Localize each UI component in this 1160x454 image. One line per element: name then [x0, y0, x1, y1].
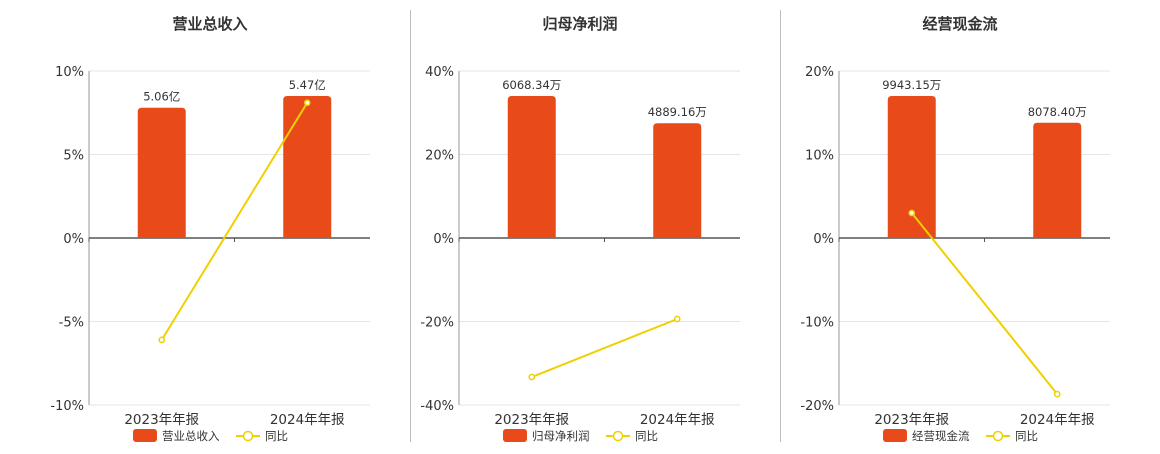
legend-line-marker [242, 430, 254, 442]
chart-cashflow: 经营现金流 20% 10% 0% -10% -20% 9943.15万 8078.40万 202… [800, 15, 1131, 443]
yoy-point [303, 99, 311, 107]
yoy-line [910, 212, 1059, 395]
y-tick-label: 20% [425, 149, 454, 164]
yoy-line [531, 318, 678, 378]
yoy-point [673, 315, 681, 323]
panel-divider [780, 10, 781, 442]
y-tick-label: -5% [59, 316, 84, 331]
yoy-point [908, 209, 916, 217]
legend-bar-label: 营业总收入 [162, 429, 220, 443]
bar-data-label: 6068.34万 [502, 78, 561, 92]
y-tick-label: -20% [800, 399, 834, 414]
y-tick-label: 0% [63, 232, 84, 247]
y-tick-label: -10% [800, 316, 834, 331]
yoy-point [528, 373, 536, 381]
y-tick-label: 5% [63, 149, 84, 164]
legend-bar-swatch [883, 429, 907, 442]
y-tick-label: 40% [425, 65, 454, 80]
bar-data-label: 4889.16万 [648, 105, 707, 119]
legend-line-label: 同比 [1015, 429, 1038, 443]
x-tick-label: 2024年年报 [270, 412, 345, 428]
legend-line-marker [612, 430, 624, 442]
bar [507, 96, 556, 238]
legend-line-marker [992, 430, 1004, 442]
bar [887, 96, 936, 238]
y-tick-label: -20% [420, 316, 454, 331]
y-tick-label: 20% [805, 65, 834, 80]
chart-panel-net-profit: 归母净利润 40% 20% 0% -20% -40% 6068.34万 4889.16万 202… [370, 0, 751, 450]
legend-bar-label: 归母净利润 [532, 429, 590, 443]
yoy-line [160, 102, 309, 341]
bar-data-label: 9943.15万 [882, 78, 941, 92]
bar [283, 96, 332, 238]
legend-line-label: 同比 [635, 429, 658, 443]
y-tick-label: 0% [813, 232, 834, 247]
y-tick-label: -10% [50, 399, 84, 414]
bar [137, 107, 186, 239]
chart-net-profit: 归母净利润 40% 20% 0% -20% -40% 6068.34万 4889.16万 202… [420, 15, 751, 443]
chart-title: 经营现金流 [922, 15, 997, 33]
legend-bar-label: 经营现金流 [912, 429, 970, 443]
yoy-point [1053, 390, 1061, 398]
x-tick-label: 2023年年报 [124, 412, 199, 428]
x-tick-label: 2024年年报 [640, 412, 715, 428]
y-tick-label: 10% [55, 65, 84, 80]
y-tick-label: -40% [420, 399, 454, 414]
legend-line-label: 同比 [265, 429, 288, 443]
bar-data-label: 5.06亿 [143, 90, 180, 104]
chart-panel-cashflow: 经营现金流 20% 10% 0% -10% -20% 9943.15万 8078.40万 202… [740, 0, 1131, 450]
y-tick-label: 10% [805, 149, 834, 164]
x-tick-label: 2023年年报 [874, 412, 949, 428]
chart-panel-revenue: 营业总收入 10% 5% 0% -5% -10% 5.06亿 5.47亿 2023年年报 2024… [0, 0, 381, 450]
bar [653, 123, 702, 238]
bar-data-label: 8078.40万 [1028, 105, 1087, 119]
panel-divider [410, 10, 411, 442]
legend-bar-swatch [503, 429, 527, 442]
bar [1033, 122, 1082, 238]
bar-data-label: 5.47亿 [289, 78, 326, 92]
x-tick-label: 2024年年报 [1020, 412, 1095, 428]
chart-title: 营业总收入 [172, 15, 247, 33]
chart-title: 归母净利润 [542, 15, 617, 33]
yoy-point [158, 336, 166, 344]
y-tick-label: 0% [433, 232, 454, 247]
x-tick-label: 2023年年报 [494, 412, 569, 428]
legend-bar-swatch [133, 429, 157, 442]
chart-revenue: 营业总收入 10% 5% 0% -5% -10% 5.06亿 5.47亿 2023年年报 2024… [50, 15, 381, 443]
